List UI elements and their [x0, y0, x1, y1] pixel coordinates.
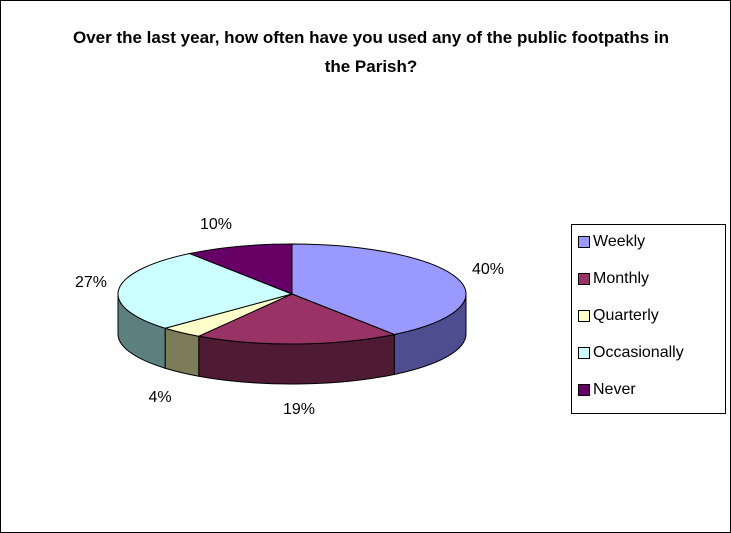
legend-swatch: [578, 384, 590, 396]
pie-slice-monthly: [197, 293, 397, 345]
legend-swatch: [578, 273, 590, 285]
legend-label: Weekly: [593, 233, 646, 250]
legend-swatch: [578, 236, 590, 248]
legend-label: Monthly: [593, 270, 650, 287]
data-label-occasionally: 27%: [75, 274, 107, 291]
data-label-monthly: 19%: [283, 401, 315, 418]
legend-item-quarterly: Quarterly: [578, 305, 659, 327]
legend-swatch: [578, 310, 590, 322]
legend-item-weekly: Weekly: [578, 231, 645, 253]
legend: Weekly Monthly Quarterly Occasionally Never: [571, 224, 726, 414]
pie-slice-never: [187, 243, 293, 295]
data-label-weekly: 40%: [472, 261, 504, 278]
data-label-never: 10%: [200, 216, 232, 233]
legend-label: Quarterly: [593, 307, 659, 324]
pie-slice-weekly: [291, 243, 467, 335]
chart-title: Over the last year, how often have you u…: [72, 28, 670, 76]
legend-swatch: [578, 347, 590, 359]
legend-label: Never: [593, 381, 636, 398]
legend-label: Occasionally: [593, 344, 684, 361]
data-label-quarterly: 4%: [148, 389, 171, 406]
legend-item-occasionally: Occasionally: [578, 342, 684, 364]
legend-item-monthly: Monthly: [578, 268, 649, 290]
pie-slice-occasionally: [117, 253, 294, 329]
legend-item-never: Never: [578, 379, 636, 401]
